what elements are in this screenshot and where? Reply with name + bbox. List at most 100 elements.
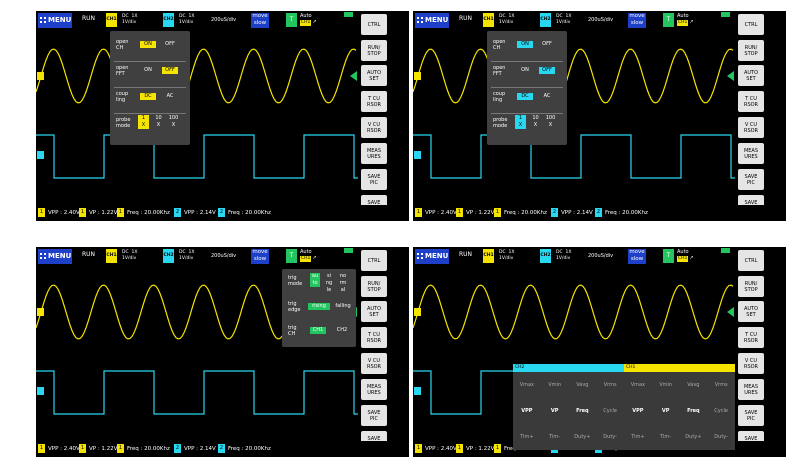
trigger-level-marker[interactable] [350, 71, 357, 81]
measure-option-freq[interactable]: Freq [687, 408, 700, 414]
ch1-badge[interactable]: CH1 [106, 13, 117, 27]
sidebar-button-runstop[interactable]: RUN/ STOP [361, 276, 387, 297]
sidebar-button-autoset[interactable]: AUTO SET [738, 65, 764, 86]
popup-option[interactable]: CH1 [310, 327, 326, 334]
ch1-level-marker[interactable] [37, 72, 44, 80]
sidebar-button-ctrl[interactable]: CTRL [738, 14, 764, 35]
sidebar-button-vcursor[interactable]: V CU RSOR [361, 117, 387, 138]
measure-option-dutyminus[interactable]: Duty- [714, 434, 728, 440]
measure-option-timminus[interactable]: Tim- [660, 434, 672, 440]
measure-option-vpp[interactable]: VPP [632, 408, 644, 414]
popup-option[interactable]: OFF [542, 41, 552, 47]
popup-option[interactable]: DC [140, 93, 156, 100]
waveform-display[interactable] [413, 31, 735, 205]
timebase-readout[interactable]: 200uS/div [211, 17, 237, 23]
sidebar-button-ctrl[interactable]: CTRL [361, 250, 387, 271]
measure-option-vp[interactable]: VP [550, 408, 559, 414]
sidebar-button-autoset[interactable]: AUTO SET [361, 301, 387, 322]
sidebar-button-tcursor[interactable]: T CU RSOR [738, 91, 764, 112]
ch1-level-marker[interactable] [37, 308, 44, 316]
measure-option-cycle[interactable]: Cycle [714, 408, 728, 414]
measure-option-dutyplus[interactable]: Duty+ [685, 434, 702, 440]
sidebar-button-savepic[interactable]: SAVE PIC [738, 169, 764, 190]
sidebar-button-measures[interactable]: MEAS URES [738, 379, 764, 400]
trigger-badge[interactable]: T [286, 13, 297, 27]
sidebar-button-tcursor[interactable]: T CU RSOR [361, 327, 387, 348]
ch1-level-marker[interactable] [414, 72, 421, 80]
popup-option[interactable]: AC [543, 93, 551, 99]
popup-option[interactable]: OFF [165, 41, 175, 47]
popup-option[interactable]: si ng le [325, 273, 333, 293]
ch2-level-marker[interactable] [37, 151, 44, 159]
sidebar-button-tcursor[interactable]: T CU RSOR [361, 91, 387, 112]
popup-option[interactable]: ON [140, 41, 156, 48]
ch1-badge[interactable]: CH1 [106, 249, 117, 263]
move-speed-button[interactable]: move slow [628, 249, 646, 264]
sidebar-button-measures[interactable]: MEAS URES [361, 379, 387, 400]
popup-option[interactable]: 100 X [545, 115, 556, 128]
ch2-badge[interactable]: CH2 [540, 13, 551, 27]
popup-option[interactable]: au to [310, 273, 320, 287]
move-speed-button[interactable]: move slow [251, 249, 269, 264]
sidebar-button-savepic[interactable]: SAVE PIC [361, 169, 387, 190]
sidebar-button-runstop[interactable]: RUN/ STOP [361, 40, 387, 61]
sidebar-button-measures[interactable]: MEAS URES [738, 143, 764, 164]
measure-option-vmax[interactable]: Vmax [630, 382, 646, 388]
popup-option[interactable]: falling [335, 303, 351, 309]
popup-option[interactable]: CH2 [336, 327, 348, 333]
measure-option-dutyplus[interactable]: Duty+ [574, 434, 591, 440]
ch2-level-marker[interactable] [414, 387, 421, 395]
sidebar-button-vcursor[interactable]: V CU RSOR [361, 353, 387, 374]
sidebar-button-tcursor[interactable]: T CU RSOR [738, 327, 764, 348]
measure-option-freq[interactable]: Freq [576, 408, 589, 414]
sidebar-button-ctrl[interactable]: CTRL [361, 14, 387, 35]
timebase-readout[interactable]: 200uS/div [588, 17, 614, 23]
ch1-level-marker[interactable] [414, 308, 421, 316]
measure-option-timplus[interactable]: Tim+ [631, 434, 645, 440]
trigger-badge[interactable]: T [663, 13, 674, 27]
timebase-readout[interactable]: 200uS/div [211, 253, 237, 259]
ch2-level-marker[interactable] [37, 387, 44, 395]
sidebar-button-vcursor[interactable]: V CU RSOR [738, 353, 764, 374]
sidebar-button-vcursor[interactable]: V CU RSOR [738, 117, 764, 138]
move-speed-button[interactable]: move slow [251, 13, 269, 28]
popup-option[interactable]: ON [517, 41, 533, 48]
measure-option-vmin[interactable]: Vmin [548, 382, 562, 388]
menu-button[interactable]: MENU [415, 249, 449, 264]
ch1-badge[interactable]: CH1 [483, 13, 494, 27]
measure-option-vavg[interactable]: Vavg [687, 382, 700, 388]
ch2-badge[interactable]: CH2 [163, 249, 174, 263]
measure-option-timplus[interactable]: Tim+ [520, 434, 534, 440]
popup-option[interactable]: no rm al [339, 273, 347, 293]
measure-option-vmax[interactable]: Vmax [519, 382, 535, 388]
sidebar-button-autoset[interactable]: AUTO SET [738, 301, 764, 322]
sidebar-button-runstop[interactable]: RUN/ STOP [738, 276, 764, 297]
waveform-display[interactable] [36, 31, 358, 205]
sidebar-button-runstop[interactable]: RUN/ STOP [738, 40, 764, 61]
measure-option-dutyminus[interactable]: Duty- [603, 434, 617, 440]
measure-option-vmin[interactable]: Vmin [659, 382, 673, 388]
measure-option-vp[interactable]: VP [661, 408, 670, 414]
ch2-level-marker[interactable] [414, 151, 421, 159]
popup-option[interactable]: 1 X [138, 115, 149, 129]
timebase-readout[interactable]: 200uS/div [588, 253, 614, 259]
popup-option[interactable]: ON [144, 67, 152, 73]
popup-option[interactable]: ON [521, 67, 529, 73]
measure-option-vpp[interactable]: VPP [521, 408, 533, 414]
sidebar-button-measures[interactable]: MEAS URES [361, 143, 387, 164]
popup-option[interactable]: OFF [539, 67, 555, 74]
measure-option-cycle[interactable]: Cycle [603, 408, 617, 414]
popup-option[interactable]: rising [308, 303, 330, 310]
sidebar-button-ctrl[interactable]: CTRL [738, 250, 764, 271]
measure-option-vavg[interactable]: Vavg [576, 382, 589, 388]
ch1-badge[interactable]: CH1 [483, 249, 494, 263]
popup-option[interactable]: DC [517, 93, 533, 100]
menu-button[interactable]: MENU [415, 13, 449, 28]
popup-option[interactable]: AC [166, 93, 174, 99]
move-speed-button[interactable]: move slow [628, 13, 646, 28]
trigger-badge[interactable]: T [286, 249, 297, 263]
popup-option[interactable]: 10 X [155, 115, 162, 128]
popup-option[interactable]: 10 X [532, 115, 539, 128]
menu-button[interactable]: MENU [38, 13, 72, 28]
trigger-level-marker[interactable] [727, 71, 734, 81]
